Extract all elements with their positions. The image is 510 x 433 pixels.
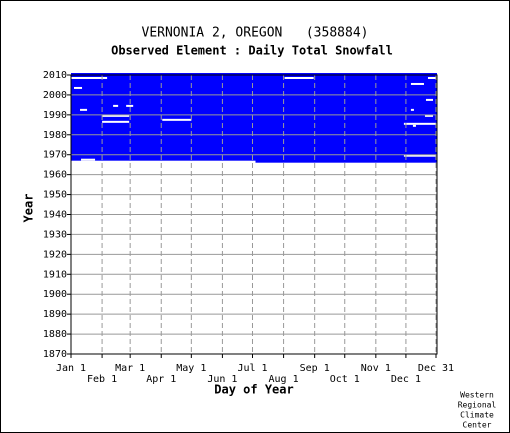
missing-data <box>126 104 134 107</box>
chart-title: VERNONIA 2, OREGON (358884) <box>142 26 369 41</box>
y-tick-label: 1950 <box>43 190 67 201</box>
y-tick-label: 1990 <box>43 110 67 121</box>
x-tick-label: Aug 1 <box>269 374 299 385</box>
data-block <box>255 73 437 163</box>
footer: Center <box>463 421 492 430</box>
missing-data <box>424 114 433 117</box>
missing-data <box>80 108 88 111</box>
missing-data <box>102 114 130 117</box>
missing-data <box>162 118 192 121</box>
y-tick-label: 1900 <box>43 289 67 300</box>
x-tick-label: Sep 1 <box>300 363 330 374</box>
x-tick-label: Apr 1 <box>146 374 176 385</box>
missing-data <box>410 108 414 111</box>
x-tick-label: Oct 1 <box>330 374 360 385</box>
missing-data <box>412 124 416 127</box>
y-tick-label: 1930 <box>43 229 67 240</box>
y-tick-label: 1870 <box>43 349 67 360</box>
x-tick-label: Feb 1 <box>87 374 117 385</box>
missing-data <box>81 158 96 161</box>
footer: Western <box>460 391 494 400</box>
missing-data <box>410 82 424 85</box>
x-tick-label: Nov 1 <box>361 363 391 374</box>
y-tick-label: 1960 <box>43 170 67 181</box>
x-tick-label: Mar 1 <box>115 363 145 374</box>
data-block <box>71 73 256 161</box>
x-tick-label: Jan 1 <box>56 363 86 374</box>
missing-data <box>113 104 119 107</box>
y-tick-label: 1970 <box>43 150 67 161</box>
x-tick-label: Jul 1 <box>237 363 267 374</box>
missing-data <box>403 154 436 157</box>
missing-data <box>403 122 436 125</box>
plot-border <box>70 74 438 355</box>
x-tick-label: Dec 1 <box>391 374 421 385</box>
missing-data <box>284 76 314 79</box>
x-tick-label: May 1 <box>176 363 206 374</box>
y-tick-label: 1940 <box>43 210 67 221</box>
y-tick-label: 2010 <box>43 70 67 81</box>
footer: Climate <box>460 411 494 420</box>
y-tick-label: 1910 <box>43 269 67 280</box>
x-tick-label: Dec 31 <box>418 363 454 374</box>
y-tick-label: 1880 <box>43 329 67 340</box>
y-tick-label: 1980 <box>43 130 67 141</box>
y-tick-label: 1890 <box>43 309 67 320</box>
footer: Regional <box>458 401 497 410</box>
missing-data <box>102 120 130 123</box>
y-tick-label: 2000 <box>43 90 67 101</box>
y-tick-label: 1920 <box>43 249 67 260</box>
y-axis-label: Year <box>22 194 36 223</box>
missing-data <box>427 76 436 79</box>
x-axis-label: Day of Year <box>214 383 293 397</box>
x-tick-label: Jun 1 <box>207 374 237 385</box>
missing-data <box>74 86 83 89</box>
missing-data <box>425 98 433 101</box>
chart-subtitle: Observed Element : Daily Total Snowfall <box>111 44 393 58</box>
missing-data <box>71 76 108 79</box>
